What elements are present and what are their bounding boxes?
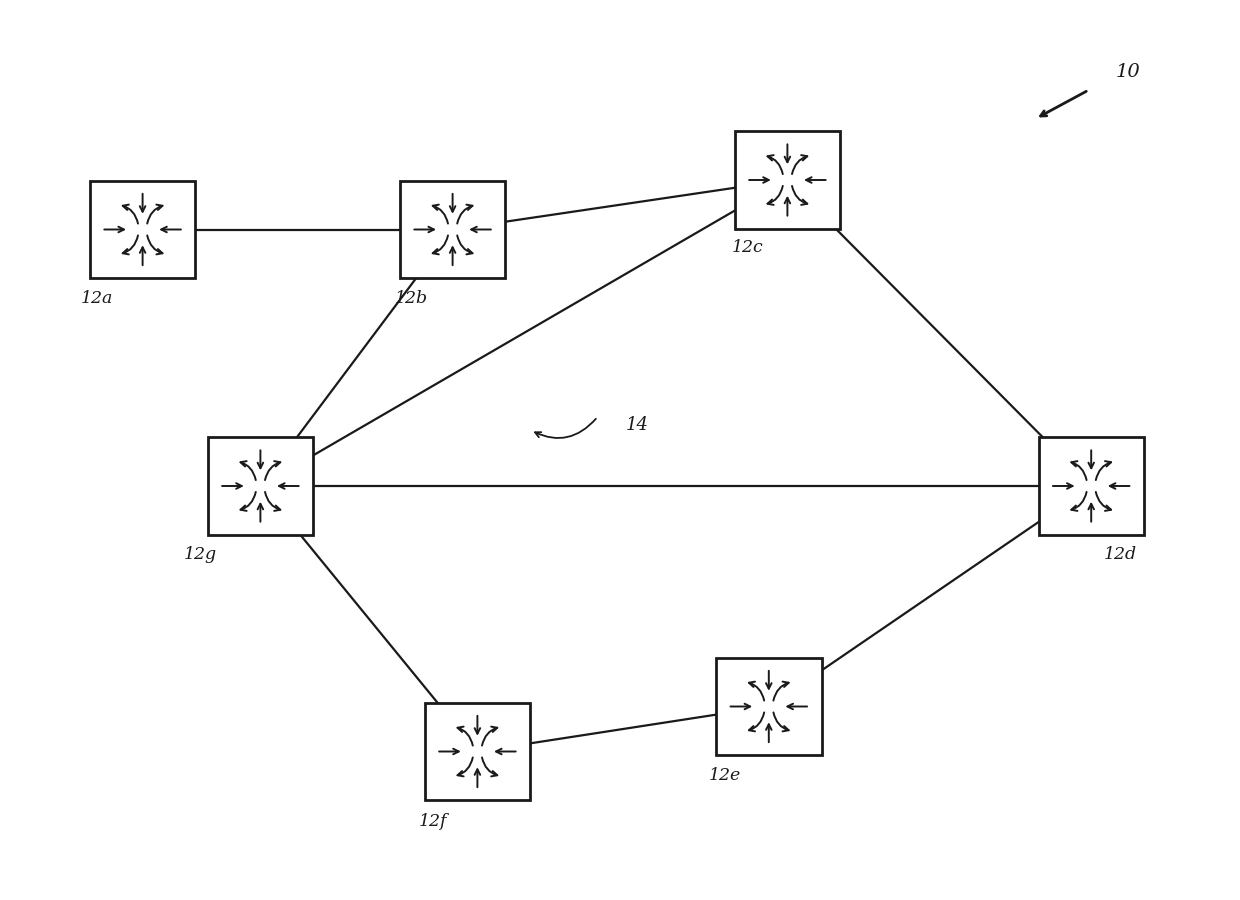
Text: 14: 14 (626, 416, 650, 434)
Text: 10: 10 (1116, 63, 1141, 81)
FancyBboxPatch shape (207, 437, 312, 535)
Text: 12d: 12d (1104, 546, 1137, 563)
Text: 12b: 12b (394, 290, 428, 307)
FancyBboxPatch shape (1039, 437, 1145, 535)
FancyBboxPatch shape (424, 703, 531, 800)
FancyBboxPatch shape (734, 131, 841, 229)
FancyBboxPatch shape (399, 181, 506, 278)
FancyBboxPatch shape (91, 181, 196, 278)
FancyBboxPatch shape (717, 658, 821, 755)
Text: 12c: 12c (732, 239, 764, 256)
Text: 12a: 12a (81, 290, 113, 307)
Text: 12e: 12e (709, 767, 742, 784)
Text: 12g: 12g (184, 546, 217, 563)
Text: 12f: 12f (419, 813, 448, 830)
